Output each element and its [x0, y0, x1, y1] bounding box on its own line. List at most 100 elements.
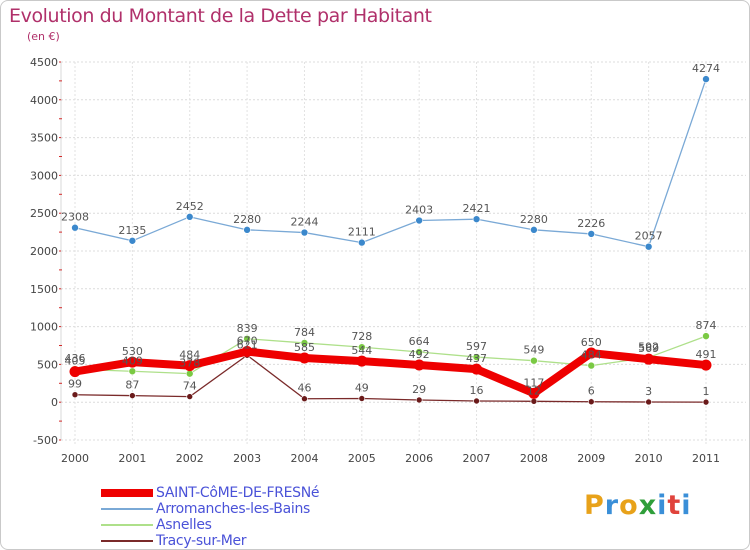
- data-point: [643, 353, 655, 365]
- data-point: [358, 238, 366, 247]
- data-label: 2308: [61, 211, 89, 224]
- data-point: [300, 228, 309, 237]
- x-tick-label: 2000: [61, 452, 89, 465]
- data-label: 530: [122, 345, 143, 358]
- data-label: 2280: [233, 213, 261, 226]
- data-label: 664: [409, 335, 430, 348]
- proxiti-logo: Proxiti: [584, 490, 692, 521]
- x-tick-label: 2003: [233, 452, 261, 465]
- data-point: [185, 213, 194, 221]
- data-label: 491: [696, 348, 717, 361]
- data-point: [69, 366, 81, 378]
- logo-letter: x: [638, 490, 658, 521]
- series-line: [74, 78, 707, 248]
- legend-item: Tracy-sur-Mer: [101, 533, 401, 549]
- y-tick-label: 3500: [30, 132, 58, 145]
- chart-legend: SAINT-CôME-DE-FRESNé Arromanches-les-Bain…: [101, 485, 401, 549]
- legend-swatch: [101, 508, 153, 510]
- data-point: [645, 398, 652, 406]
- data-label: 2421: [463, 202, 491, 215]
- data-point: [528, 387, 540, 399]
- data-label: 784: [294, 326, 315, 339]
- data-point: [301, 395, 308, 403]
- data-label: 12: [527, 384, 541, 397]
- data-point: [298, 352, 310, 364]
- x-tick-label: 2006: [405, 452, 433, 465]
- data-label: 569: [638, 342, 659, 355]
- y-tick-label: 3000: [30, 169, 58, 182]
- data-point: [415, 348, 423, 356]
- data-point: [243, 226, 251, 234]
- x-tick-label: 2009: [577, 452, 605, 465]
- data-point: [530, 397, 538, 405]
- data-label: 2135: [118, 224, 146, 237]
- x-tick-label: 2008: [520, 452, 548, 465]
- y-tick-label: 500: [37, 358, 58, 371]
- series-line: [74, 335, 707, 375]
- data-label: 49: [355, 381, 369, 394]
- data-label: 6: [588, 385, 595, 398]
- data-point: [585, 347, 597, 359]
- y-tick-label: 2000: [30, 245, 58, 258]
- data-point: [129, 392, 136, 399]
- data-label: 585: [294, 341, 315, 354]
- data-point: [472, 353, 481, 361]
- x-tick-label: 2007: [463, 452, 491, 465]
- chart-unit: (en €): [27, 30, 60, 43]
- data-label: 2226: [577, 217, 605, 230]
- data-point: [126, 356, 138, 368]
- legend-item: Asnelles: [101, 517, 401, 533]
- data-label: 3: [645, 385, 652, 398]
- data-label: 650: [581, 336, 602, 349]
- data-label: 2280: [520, 213, 548, 226]
- data-label: 597: [466, 340, 487, 353]
- legend-label: Arromanches-les-Bains: [156, 501, 311, 517]
- data-label: 117: [523, 376, 544, 389]
- data-point: [128, 236, 137, 245]
- x-tick-label: 2005: [348, 452, 376, 465]
- data-point: [530, 356, 538, 365]
- legend-label: Tracy-sur-Mer: [156, 533, 247, 549]
- legend-item: SAINT-CôME-DE-FRESNé: [101, 485, 401, 501]
- y-tick-label: 1500: [30, 283, 58, 296]
- x-tick-label: 2001: [118, 452, 146, 465]
- data-label: 492: [409, 348, 430, 361]
- data-point: [71, 391, 79, 399]
- series-line: [71, 347, 710, 398]
- data-label: 549: [523, 344, 544, 357]
- data-label: 99: [68, 378, 82, 391]
- logo-letter: i: [657, 490, 668, 521]
- data-label: 437: [466, 352, 487, 365]
- y-tick-label: 4000: [30, 94, 58, 107]
- data-label: 405: [65, 355, 86, 368]
- data-point: [587, 230, 596, 238]
- data-point: [473, 397, 480, 405]
- y-tick-label: 2500: [30, 207, 58, 220]
- y-tick-label: 4500: [30, 56, 58, 69]
- data-point: [644, 242, 653, 251]
- data-label: 621: [237, 338, 258, 351]
- data-point: [241, 346, 253, 358]
- data-point: [356, 355, 368, 367]
- data-label: 378: [179, 357, 200, 370]
- data-point: [702, 398, 710, 406]
- data-point: [472, 215, 481, 223]
- logo-letter: t: [667, 490, 682, 521]
- data-label: 592: [638, 340, 659, 353]
- data-point: [700, 359, 712, 371]
- data-point: [702, 332, 710, 340]
- data-point: [415, 216, 423, 225]
- data-label: 4274: [692, 62, 720, 75]
- legend-swatch: [101, 524, 153, 526]
- data-label: 16: [470, 384, 484, 397]
- data-point: [530, 226, 538, 234]
- x-tick-label: 2010: [635, 452, 663, 465]
- logo-letter: o: [619, 490, 639, 521]
- y-tick-label: 0: [51, 396, 58, 409]
- legend-swatch: [101, 489, 153, 497]
- data-label: 46: [297, 382, 311, 395]
- data-point: [358, 395, 366, 402]
- data-label: 728: [351, 330, 372, 343]
- legend-label: SAINT-CôME-DE-FRESNé: [156, 485, 320, 501]
